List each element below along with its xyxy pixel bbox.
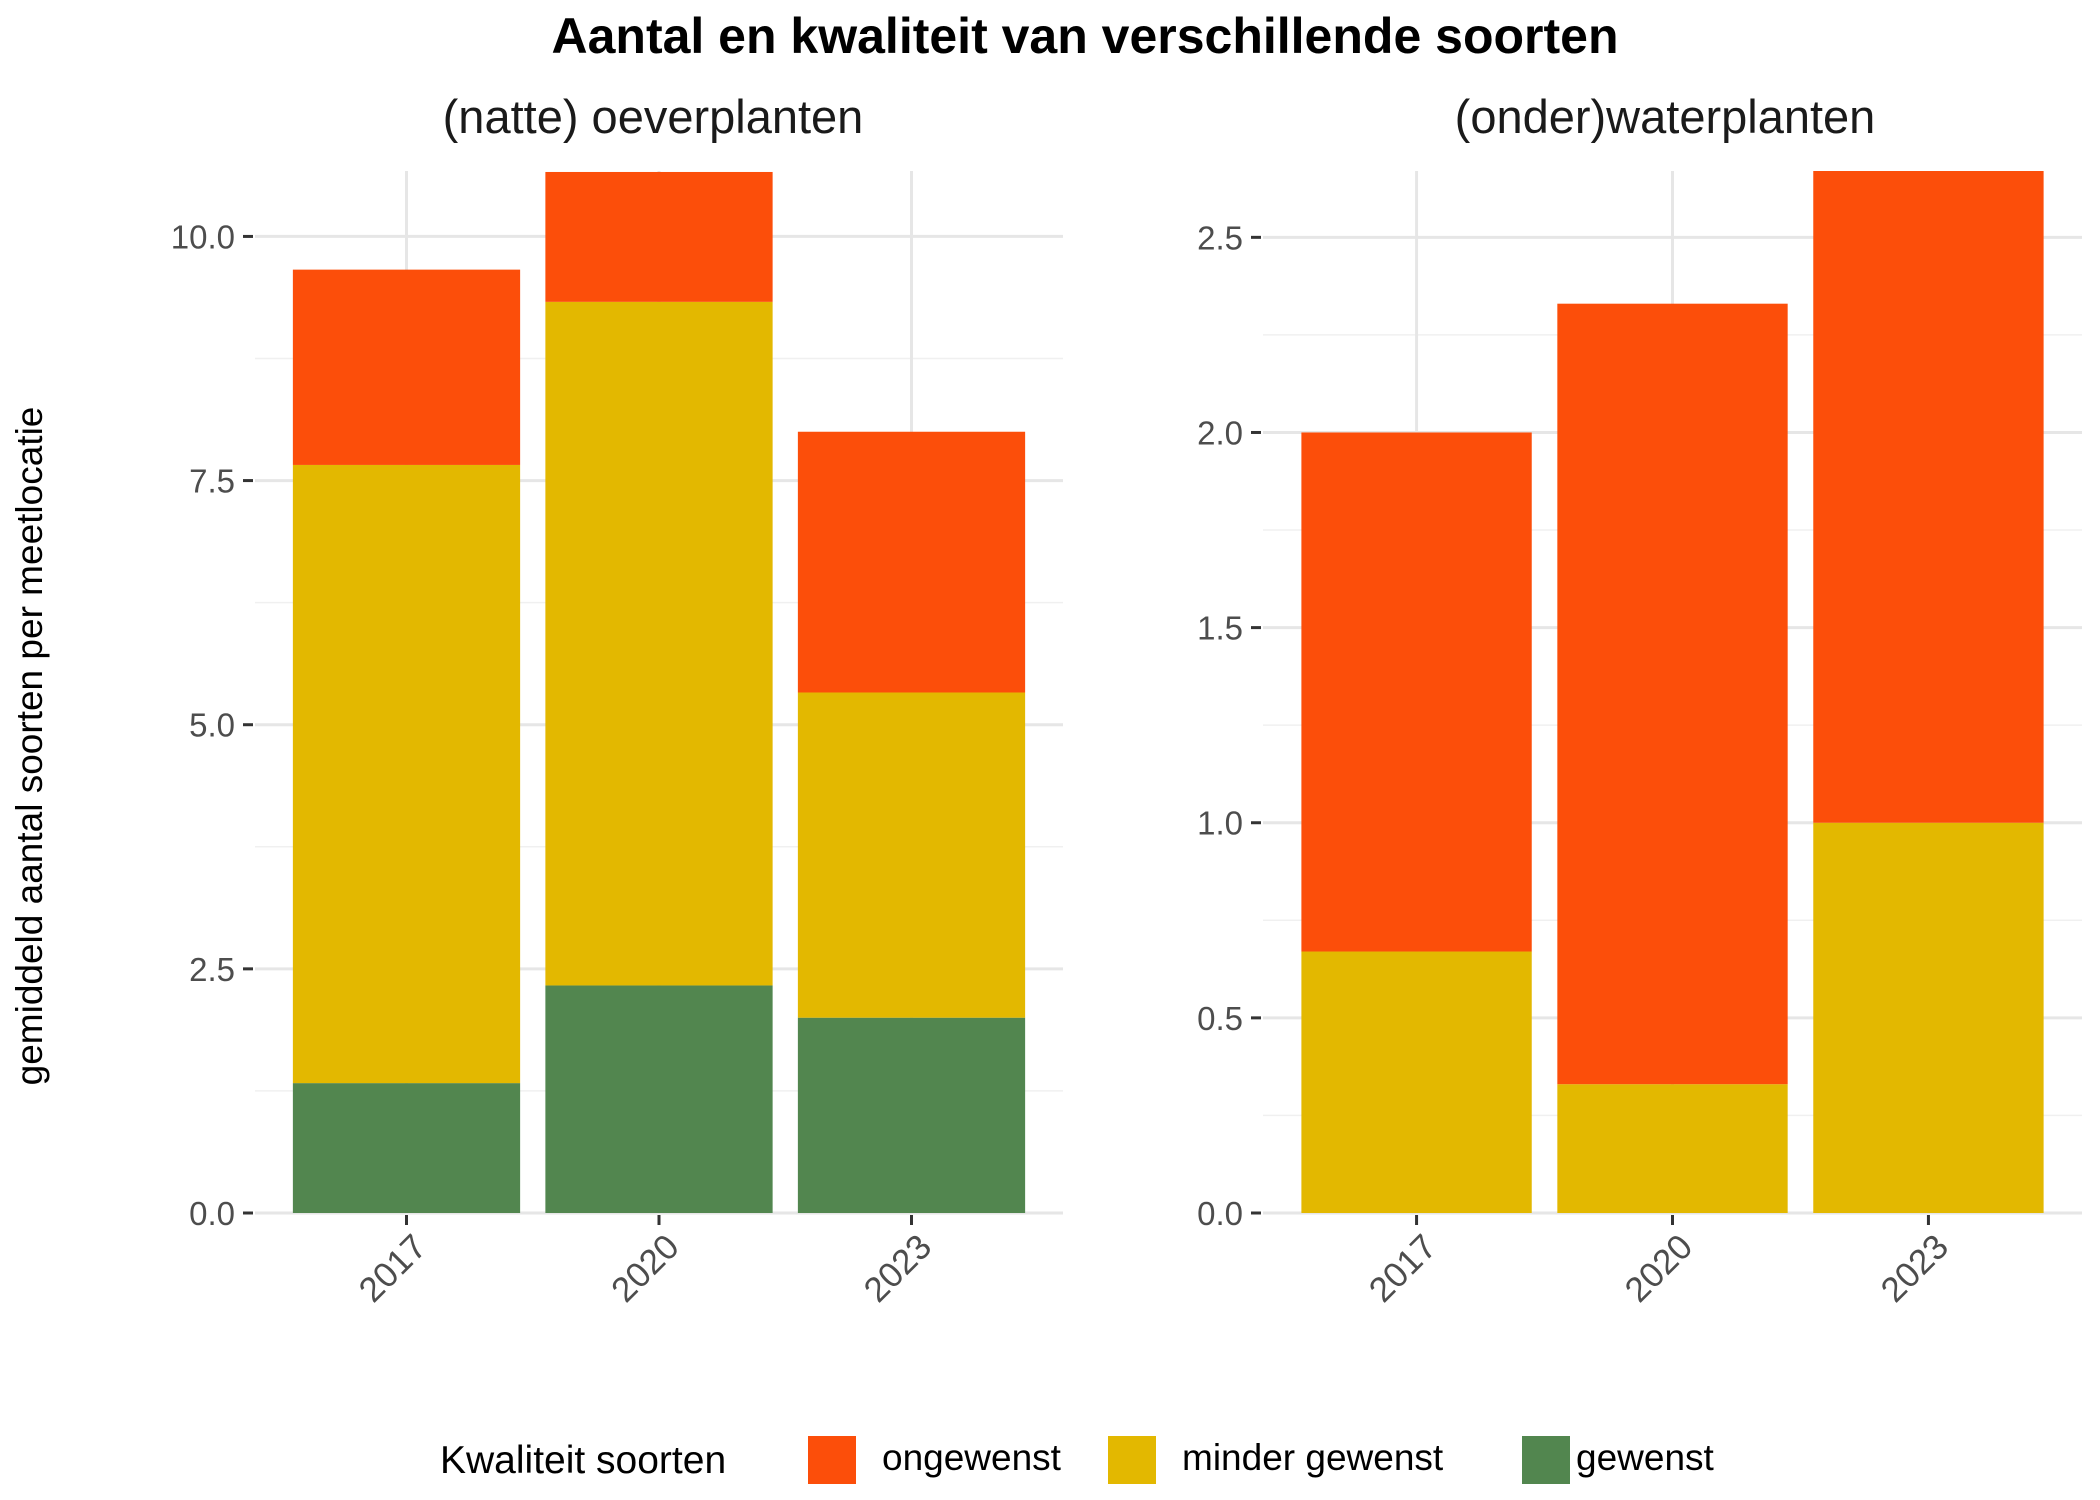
bar-ongewenst-2020	[1557, 303, 1788, 1085]
panel-title: (onder)waterplanten	[1455, 90, 1876, 143]
legend-label-gewenst: gewenst	[1576, 1437, 1715, 1478]
y-axis-label: gemiddeld aantal soorten per meetlocatie	[9, 407, 50, 1086]
legend-title: Kwaliteit soorten	[440, 1439, 726, 1482]
y-tick-label: 2.5	[189, 951, 235, 988]
y-tick-label: 7.5	[189, 463, 235, 500]
legend-label-ongewenst: ongewenst	[882, 1437, 1062, 1478]
bar-ongewenst-2017	[292, 269, 521, 465]
bar-ongewenst-2023	[1813, 171, 2044, 823]
bar-ongewenst-2023	[797, 431, 1026, 693]
y-tick-label: 5.0	[189, 707, 235, 744]
panel-waterplanten: 0.0 0.5 1.0 1.5 2.0 2.5 2017 2020 2023 (onder)wat…	[1197, 90, 2082, 1310]
x-tick-label: 2023	[857, 1227, 940, 1310]
y-tick-label: 0.0	[1197, 1195, 1243, 1232]
panel-title: (natte) oeverplanten	[443, 90, 864, 143]
legend-swatch-ongewenst	[808, 1436, 856, 1484]
y-tick-label: 1.5	[1197, 610, 1243, 647]
y-tick-label: 1.0	[1197, 805, 1243, 842]
bar-gewenst-2020	[545, 985, 773, 1213]
bar-minder-gewenst-2023	[797, 692, 1026, 1018]
legend-label-minder-gewenst: minder gewenst	[1182, 1437, 1444, 1478]
x-tick-label: 2020	[1618, 1227, 1701, 1310]
bar-ongewenst-2017	[1301, 432, 1532, 952]
y-tick-label: 2.5	[1197, 219, 1243, 256]
bar-minder-gewenst-2020	[1557, 1084, 1788, 1213]
y-tick-label: 10.0	[171, 218, 235, 255]
bar-minder-gewenst-2017	[292, 464, 521, 1084]
bar-minder-gewenst-2020	[545, 301, 773, 986]
x-tick-label: 2020	[604, 1227, 687, 1310]
y-tick-label: 0.0	[189, 1195, 235, 1232]
bar-ongewenst-2020	[545, 171, 773, 302]
bar-gewenst-2017	[292, 1083, 521, 1213]
bar-minder-gewenst-2017	[1301, 951, 1532, 1213]
panel-oeverplanten: 0.0 2.5 5.0 7.5 10.0 2017 2020 2023 (natte) oeve…	[171, 90, 1063, 1310]
legend-swatch-minder-gewenst	[1108, 1436, 1156, 1484]
bar-gewenst-2023	[797, 1017, 1026, 1213]
legend: Kwaliteit soorten ongewenst minder gewen…	[440, 1436, 1715, 1484]
x-tick-label: 2023	[1873, 1227, 1956, 1310]
x-tick-label: 2017	[1362, 1227, 1445, 1310]
chart-title: Aantal en kwaliteit van verschillende so…	[551, 8, 1618, 64]
legend-swatch-gewenst	[1522, 1436, 1570, 1484]
y-tick-label: 2.0	[1197, 414, 1243, 451]
bar-minder-gewenst-2023	[1813, 822, 2044, 1213]
y-tick-label: 0.5	[1197, 1000, 1243, 1037]
x-tick-label: 2017	[352, 1227, 435, 1310]
